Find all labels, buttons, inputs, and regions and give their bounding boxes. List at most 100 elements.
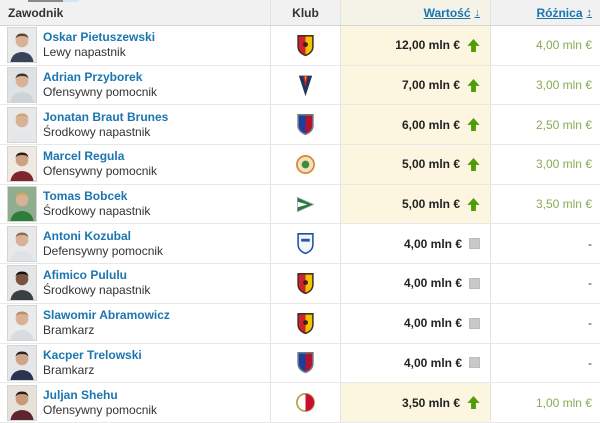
player-name-link[interactable]: Jonatan Braut Brunes [43,109,169,124]
value-unchanged-icon [469,238,480,250]
value-unchanged-icon [469,317,480,329]
table-row: Kacper Trelowski Bramkarz 4,00 mln € - [0,343,600,384]
sort-by-value-link[interactable]: Wartość ↓ [424,6,480,20]
player-photo[interactable] [7,305,37,342]
club-cell [270,264,340,303]
market-value: 4,00 mln € [403,276,462,291]
value-difference: - [490,224,600,264]
cropped-ui-artifact-blue [63,0,79,2]
rakow-badge[interactable] [296,113,315,136]
player-position: Ofensywny pomocnik [43,164,158,179]
rakow-badge[interactable] [296,351,315,374]
player-cell: Oskar Pietuszewski Lewy napastnik [0,26,270,65]
club-cell [270,145,340,184]
player-photo[interactable] [7,106,37,143]
player-photo[interactable] [7,384,37,421]
value-unchanged-icon [469,277,480,289]
jagiellonia-badge[interactable] [296,34,315,57]
player-photo[interactable] [7,186,37,223]
club-cell [270,224,340,264]
player-text: Juljan Shehu Ofensywny pomocnik [43,388,157,418]
club-cell [270,65,340,105]
market-value: 5,00 mln € [401,197,460,212]
value-difference: - [490,303,600,343]
value-up-arrow-icon [467,118,480,132]
player-name-link[interactable]: Oskar Pietuszewski [43,30,156,45]
value-difference: 4,00 mln € [490,26,600,65]
player-photo[interactable] [7,225,37,262]
widzew-lodz-badge[interactable] [295,391,316,414]
pogon-szczecin-badge[interactable] [296,74,315,97]
club-cell [270,303,340,343]
value-up-arrow-icon [467,396,480,410]
player-text: Oskar Pietuszewski Lewy napastnik [43,30,155,60]
player-photo[interactable] [7,265,37,302]
player-photo[interactable] [7,344,37,381]
market-value-cell: 12,00 mln € [340,26,490,65]
player-name-link[interactable]: Slawomir Abramowicz [43,308,170,323]
player-name-link[interactable]: Antoni Kozubal [43,228,131,243]
market-value-cell: 4,00 mln € [340,343,490,383]
value-difference: 3,00 mln € [490,145,600,184]
market-value: 3,50 mln € [401,395,460,410]
player-text: Afimico Pululu Środkowy napastnik [43,268,150,298]
market-value: 7,00 mln € [401,78,460,93]
player-text: Marcel Regula Ofensywny pomocnik [43,149,157,179]
table-row: Juljan Shehu Ofensywny pomocnik 3,50 mln… [0,383,600,423]
player-photo[interactable] [7,67,37,104]
table-body: Oskar Pietuszewski Lewy napastnik 12,00 … [0,26,600,423]
jagiellonia-badge[interactable] [296,272,315,295]
value-difference: 3,50 mln € [490,184,600,224]
market-value: 5,00 mln € [401,157,460,172]
value-difference: - [490,264,600,303]
market-value: 12,00 mln € [395,38,460,53]
column-header-club-label: Klub [292,5,319,20]
player-position: Bramkarz [43,362,95,377]
player-cell: Marcel Regula Ofensywny pomocnik [0,145,270,184]
player-position: Środkowy napastnik [43,124,151,139]
market-value-cell: 6,00 mln € [340,105,490,145]
player-name-link[interactable]: Afimico Pululu [43,268,127,283]
player-text: Slawomir Abramowicz Bramkarz [43,308,170,338]
player-photo[interactable] [7,146,37,183]
market-value: 4,00 mln € [403,316,462,331]
lech-poznan-badge[interactable] [296,232,315,255]
table-header: Zawodnik Klub Wartość ↓ Różnica ↕ [0,0,600,26]
player-position: Defensywny pomocnik [43,243,164,258]
player-name-link[interactable]: Marcel Regula [43,149,125,164]
player-photo[interactable] [7,27,37,64]
value-up-arrow-icon [467,78,480,92]
player-name-link[interactable]: Kacper Trelowski [43,347,142,362]
value-up-arrow-icon [467,157,480,171]
player-position: Środkowy napastnik [43,204,151,219]
termalica-badge[interactable] [295,153,316,176]
club-cell [270,26,340,65]
player-name-link[interactable]: Juljan Shehu [43,387,118,402]
player-cell: Slawomir Abramowicz Bramkarz [0,304,270,343]
value-unchanged-icon [469,357,480,369]
sort-by-value-label: Wartość [423,5,471,20]
player-cell: Kacper Trelowski Bramkarz [0,344,270,383]
lechia-gdansk-badge[interactable] [295,193,316,216]
player-name-link[interactable]: Adrian Przyborek [43,70,143,85]
market-value-cell: 7,00 mln € [340,65,490,105]
sort-both-icon: ↕ [586,6,593,19]
table-row: Marcel Regula Ofensywny pomocnik 5,00 ml… [0,145,600,185]
player-name-link[interactable]: Tomas Bobcek [43,189,128,204]
market-value-cell: 5,00 mln € [340,145,490,184]
value-difference: 3,00 mln € [490,65,600,105]
value-up-arrow-icon [467,38,480,52]
sort-by-difference-link[interactable]: Różnica ↕ [536,6,592,20]
player-position: Lewy napastnik [43,45,126,60]
market-value-cell: 4,00 mln € [340,224,490,264]
player-cell: Juljan Shehu Ofensywny pomocnik [0,383,270,422]
player-position: Ofensywny pomocnik [43,402,158,417]
column-header-player-label: Zawodnik [8,5,64,20]
jagiellonia-badge[interactable] [296,312,315,335]
column-header-value: Wartość ↓ [340,0,490,25]
player-position: Ofensywny pomocnik [43,85,158,100]
value-difference: - [490,343,600,383]
sort-by-difference-label: Różnica [536,5,583,20]
value-difference: 1,00 mln € [490,383,600,422]
